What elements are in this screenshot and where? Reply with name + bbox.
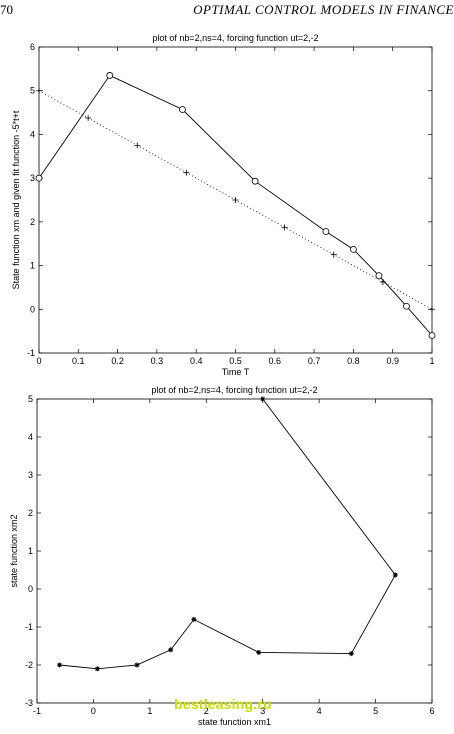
data-point-circle [251,177,259,185]
data-point-circle [35,174,43,182]
y-tick-label: 3 [30,173,35,183]
y-tick-label: -1 [25,622,33,632]
data-point-star [94,666,100,672]
chart-title: plot of nb=2,ns=4, forcing function ut=2… [151,385,317,395]
data-point-plus [36,87,42,94]
chart-state-vs-time: plot of nb=2,ns=4, forcing function ut=2… [11,33,436,377]
data-point-star [57,662,63,668]
x-tick-label: 0.1 [72,356,85,366]
y-tick-label: 2 [30,217,35,227]
y-axis-label: State function xm and given fit function… [11,110,21,289]
x-tick-label: 3 [260,706,265,716]
y-axis-label: state function xm2 [9,514,19,587]
data-point-plus [134,142,141,149]
data-point-plus [85,115,92,122]
data-point-plus [232,197,239,203]
series-0-line [59,398,396,670]
plot-frame [36,398,433,704]
x-tick-label: 0.2 [111,356,124,366]
x-tick-label: 1 [429,356,434,366]
x-tick-label: 5 [373,706,378,716]
x-tick-label: 0 [36,356,41,366]
data-point-star [256,649,262,655]
y-tick-label: 6 [30,42,35,52]
data-point-plus [330,251,337,258]
x-axis-label: state function xm1 [198,717,271,727]
data-point-circle [179,106,186,113]
data-point-circle [322,228,330,235]
x-tick-label: 0.8 [347,356,360,366]
x-tick-label: 2 [204,706,209,716]
y-tick-label: -1 [27,348,35,358]
chart-title: plot of nb=2,ns=4, forcing function ut=2… [152,33,318,43]
data-point-circle [428,332,436,339]
y-tick-label: 2 [28,508,33,518]
data-point-circle [375,272,383,280]
data-point-star [134,662,140,668]
y-tick-label: 4 [30,129,35,139]
page-number: 70 [0,2,13,17]
running-head: OPTIMAL CONTROL MODELS IN FINANCE [193,2,454,17]
x-tick-label: 0.9 [386,356,399,366]
x-tick-label: 4 [317,706,322,716]
y-tick-label: 3 [28,470,33,480]
chart-phase-plane: plot of nb=2,ns=4, forcing function ut=2… [9,385,435,727]
data-point-plus [183,169,190,176]
series-0-line [38,74,433,336]
data-point-star [191,616,197,622]
x-tick-label: 6 [429,706,434,716]
data-point-plus [429,306,435,313]
y-tick-label: 1 [28,546,33,556]
x-tick-label: 1 [147,706,152,716]
x-tick-label: 0.7 [308,356,321,366]
data-point-star [392,572,398,578]
y-tick-label: 0 [30,304,35,314]
y-tick-label: 5 [30,86,35,96]
y-tick-label: -2 [25,660,33,670]
y-tick-label: 5 [28,394,33,404]
x-tick-label: 0.4 [190,356,203,366]
x-axis-label: Time T [222,367,250,377]
x-tick-label: 0 [91,706,96,716]
x-tick-label: 0.5 [229,356,242,366]
data-point-star [260,396,266,402]
y-tick-label: -3 [25,698,33,708]
x-tick-label: 0.6 [269,356,282,366]
y-tick-label: 1 [30,261,35,271]
page-header: 70 OPTIMAL CONTROL MODELS IN FINANCE [0,0,454,20]
x-tick-label: -1 [33,706,41,716]
data-point-plus [379,278,386,285]
data-point-circle [106,72,114,79]
data-point-circle [349,245,357,253]
data-point-star [348,651,354,657]
y-tick-label: 0 [28,584,33,594]
y-tick-label: 4 [28,432,33,442]
x-tick-label: 0.3 [151,356,164,366]
data-point-star [168,647,174,653]
data-point-plus [281,224,288,231]
data-point-circle [403,302,410,310]
watermark: bestleasing.ru [174,696,272,712]
